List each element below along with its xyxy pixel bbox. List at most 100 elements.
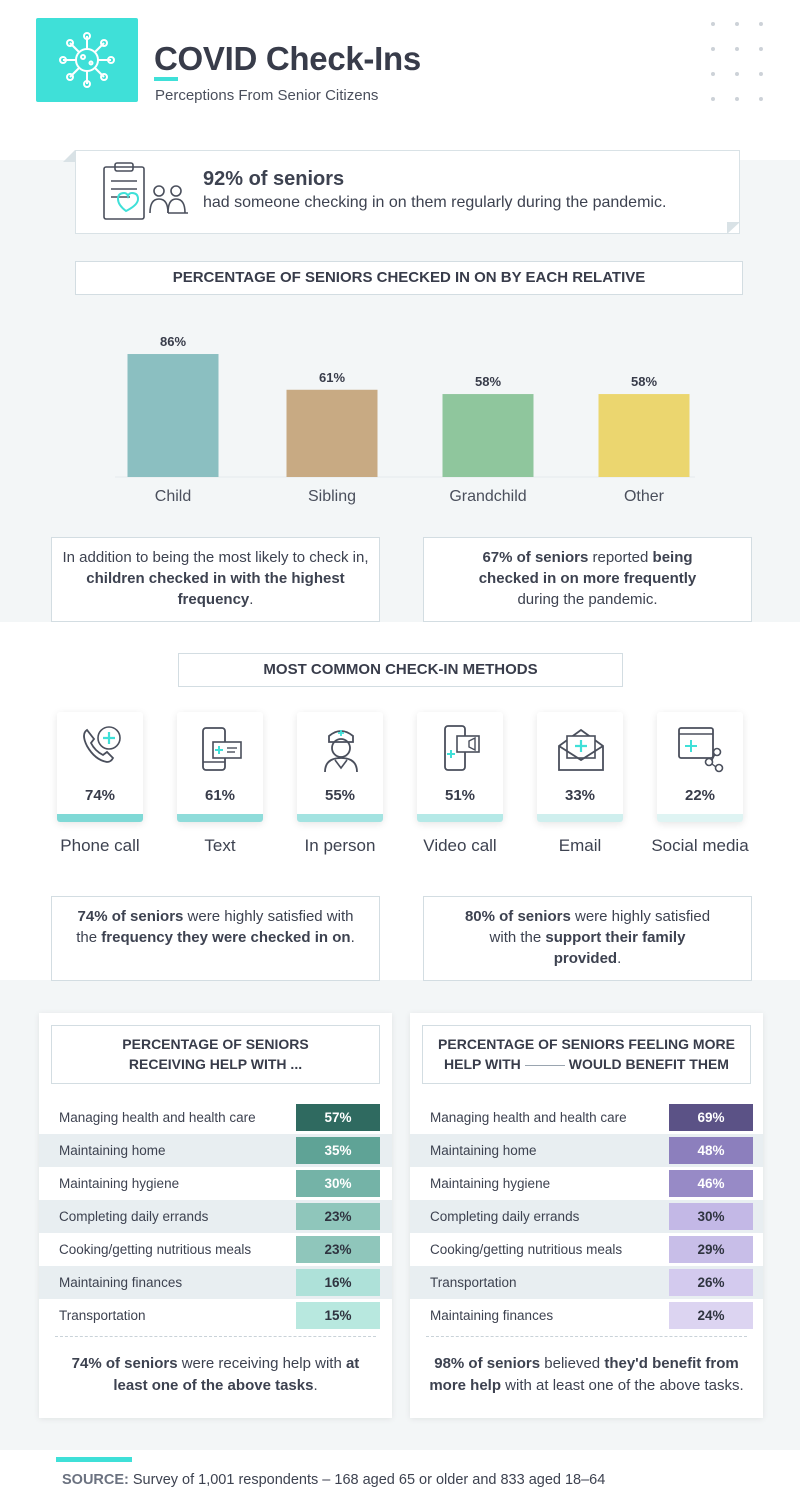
phone-icon xyxy=(83,726,121,763)
row-label: Cooking/getting nutritious meals xyxy=(59,1242,252,1257)
callout-text: were highly satisfied with the xyxy=(76,908,354,946)
bar-category-label: Sibling xyxy=(307,488,357,505)
page-subtitle: Perceptions From Senior Citizens xyxy=(155,87,379,104)
table-row: Transportation 15% xyxy=(39,1299,392,1332)
row-label: Completing daily errands xyxy=(430,1209,580,1224)
receiving-help-table: Managing health and health care 57% Mainta… xyxy=(39,1101,392,1332)
row-label: Maintaining hygiene xyxy=(430,1176,551,1191)
bar-category-label: Grandchild xyxy=(449,488,527,505)
footnote-emphasis: 74% of seniors xyxy=(71,1355,178,1372)
table-row: Managing health and health care 57% xyxy=(39,1101,392,1134)
method-bar xyxy=(537,814,623,822)
callout-text-end: . xyxy=(350,929,355,946)
benefit-help-footnote: 98% of seniors believed they'd benefit f… xyxy=(414,1353,759,1397)
table-row: Cooking/getting nutritious meals 29% xyxy=(410,1233,763,1266)
row-percent: 29% xyxy=(669,1236,753,1263)
benefit-help-panel: PERCENTAGE OF SENIORS FEELING MORE HELP … xyxy=(410,1013,763,1418)
page-title: COVID Check-Ins xyxy=(154,40,421,77)
method-percent: 74% xyxy=(84,787,116,804)
receiving-help-panel: PERCENTAGE OF SENIORS RECEIVING HELP WIT… xyxy=(39,1013,392,1418)
footnote-emphasis: 98% of seniors xyxy=(434,1355,541,1372)
table-row: Maintaining hygiene 30% xyxy=(39,1167,392,1200)
callout-children-frequency: In addition to being the most likely to … xyxy=(51,537,380,622)
social-media-icon xyxy=(678,727,724,773)
callout-emphasis-2: being checked in on more frequently xyxy=(478,549,697,587)
method-percent: 51% xyxy=(444,787,476,804)
heading-pre: HELP WITH xyxy=(444,1056,521,1072)
table-row: Completing daily errands 23% xyxy=(39,1200,392,1233)
clipboard-seniors-icon xyxy=(103,162,188,220)
row-percent: 15% xyxy=(296,1302,380,1329)
row-label: Maintaining home xyxy=(59,1143,166,1158)
row-percent: 23% xyxy=(296,1236,380,1263)
decorative-dot xyxy=(735,72,739,76)
method-bar xyxy=(57,814,143,822)
bar-value-label: 86% xyxy=(160,334,186,349)
row-label: Maintaining hygiene xyxy=(59,1176,180,1191)
method-card: 55% xyxy=(297,712,383,822)
benefit-help-heading: PERCENTAGE OF SENIORS FEELING MORE HELP … xyxy=(422,1025,751,1084)
relatives-bar-chart: 86% 61% 58% 58% xyxy=(115,334,695,478)
banner-text: had someone checking in on them regularl… xyxy=(203,194,667,211)
row-percent: 30% xyxy=(296,1170,380,1197)
row-percent: 46% xyxy=(669,1170,753,1197)
row-percent: 57% xyxy=(296,1104,380,1131)
footnote-emphasis-2: they'd benefit from more help xyxy=(429,1355,739,1394)
callout-emphasis: 74% of seniors xyxy=(77,908,184,925)
decorative-dot xyxy=(759,97,763,101)
footnote-emphasis-2: at least one of the above tasks xyxy=(113,1355,360,1394)
source-rule xyxy=(56,1457,132,1462)
table-row: Transportation 26% xyxy=(410,1266,763,1299)
decorative-dot xyxy=(735,47,739,51)
callout-emphasis-2: frequency they were checked in on xyxy=(101,929,351,946)
method-bar xyxy=(177,814,263,822)
nurse-icon xyxy=(324,730,358,773)
video-call-icon xyxy=(444,725,480,771)
bar-child xyxy=(127,354,219,477)
decorative-dot xyxy=(711,47,715,51)
method-percent: 55% xyxy=(324,787,356,804)
source-text: Survey of 1,001 respondents – 168 aged 6… xyxy=(132,1472,606,1488)
banner-fold-right xyxy=(727,222,740,234)
email-icon xyxy=(558,728,604,771)
footnote-text-end: . xyxy=(313,1377,318,1394)
method-card: 33% xyxy=(537,712,623,822)
footnote-text: believed xyxy=(540,1355,605,1372)
benefit-help-table: Managing health and health care 69% Mainta… xyxy=(410,1101,763,1332)
source-note: SOURCE: Survey of 1,001 respondents – 168… xyxy=(62,1472,605,1488)
receiving-help-footnote: 74% of seniors were receiving help with … xyxy=(55,1353,376,1397)
bar-value-label: 58% xyxy=(475,374,501,389)
callout-text: were highly satisfied with the xyxy=(489,908,711,946)
row-percent: 35% xyxy=(296,1137,380,1164)
row-percent: 16% xyxy=(296,1269,380,1296)
row-label: Completing daily errands xyxy=(59,1209,209,1224)
row-label: Maintaining finances xyxy=(430,1308,554,1323)
bar-value-label: 61% xyxy=(319,370,345,385)
fill-in-blank xyxy=(524,1065,565,1066)
logo-badge xyxy=(36,18,138,102)
table-row: Managing health and health care 69% xyxy=(410,1101,763,1134)
callout-text-end: during the pandemic. xyxy=(517,591,658,608)
table-row: Maintaining home 48% xyxy=(410,1134,763,1167)
method-label: Video call xyxy=(423,836,497,855)
callout-text: In addition to being the most likely to … xyxy=(62,549,369,566)
method-percent: 61% xyxy=(204,787,236,804)
banner-fold-left xyxy=(63,150,75,162)
method-card: 51% xyxy=(417,712,503,822)
row-label: Managing health and health care xyxy=(430,1110,627,1125)
row-percent: 23% xyxy=(296,1203,380,1230)
bar-value-label: 58% xyxy=(631,374,657,389)
method-card: 61% xyxy=(177,712,263,822)
decorative-dot xyxy=(759,72,763,76)
heading-post: WOULD BENEFIT THEM xyxy=(568,1056,729,1072)
decorative-dot xyxy=(735,22,739,26)
decorative-dot xyxy=(711,72,715,76)
method-bar xyxy=(297,814,383,822)
table-row: Cooking/getting nutritious meals 23% xyxy=(39,1233,392,1266)
row-label: Maintaining home xyxy=(430,1143,537,1158)
row-label: Maintaining finances xyxy=(59,1275,183,1290)
heading-line-2: HELP WITH WOULD BENEFIT THEM xyxy=(423,1054,750,1074)
row-label: Transportation xyxy=(59,1308,146,1323)
callout-text-end: . xyxy=(617,950,622,967)
callout-more-frequent: 67% of seniors reported being checked in… xyxy=(423,537,752,622)
